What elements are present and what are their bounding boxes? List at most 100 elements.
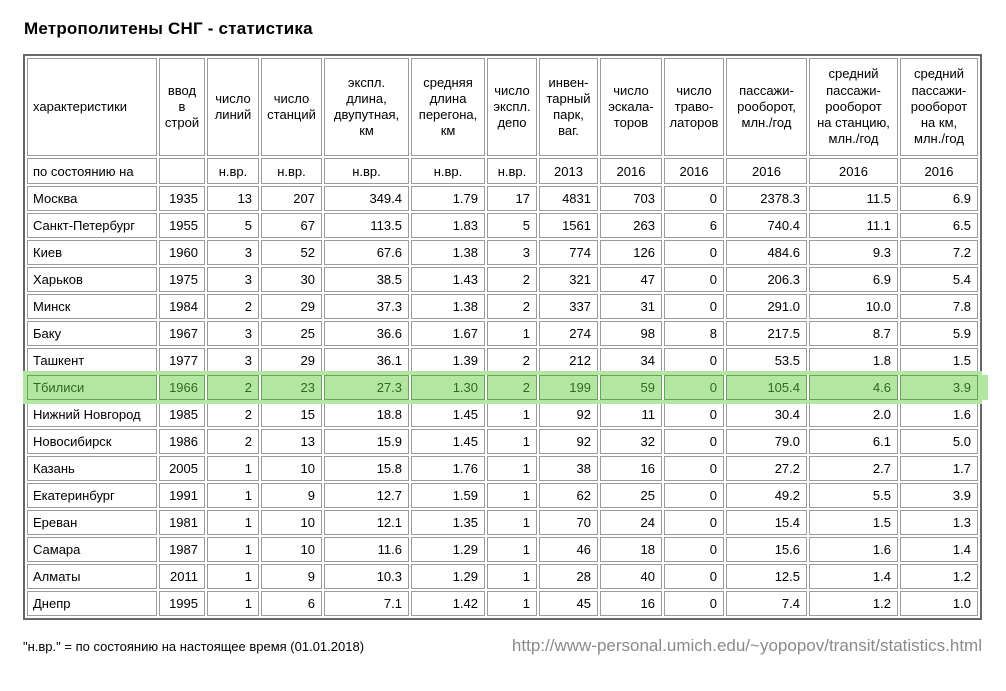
value-cell: 37.3: [324, 294, 409, 319]
value-cell: 9.3: [809, 240, 898, 265]
value-cell: 3.9: [900, 375, 978, 400]
value-cell: 10.0: [809, 294, 898, 319]
value-cell: 36.1: [324, 348, 409, 373]
column-header: средняя длина перегона, км: [411, 58, 485, 156]
value-cell: 25: [261, 321, 322, 346]
city-cell: Санкт-Петербург: [27, 213, 157, 238]
value-cell: 7.2: [900, 240, 978, 265]
value-cell: 6.1: [809, 429, 898, 454]
table-row: Екатеринбург 1991 1 9 12.7 1.59 1 62 25 0 49.2 5.5 3…: [27, 483, 978, 508]
table-row: Нижний Новгород 1985 2 15 18.8 1.45 1 92 11 0 30.4…: [27, 402, 978, 427]
value-cell: 38.5: [324, 267, 409, 292]
city-cell: Екатеринбург: [27, 483, 157, 508]
value-cell: 8.7: [809, 321, 898, 346]
page-title: Метрополитены СНГ - статистика: [24, 19, 313, 38]
value-cell: 17: [487, 186, 537, 211]
city-cell: Алматы: [27, 564, 157, 589]
value-cell: 0: [664, 375, 724, 400]
value-cell: 0: [664, 267, 724, 292]
value-cell: 207: [261, 186, 322, 211]
value-cell: 1977: [159, 348, 205, 373]
value-cell: 3: [207, 240, 259, 265]
value-cell: 1967: [159, 321, 205, 346]
value-cell: 2: [487, 267, 537, 292]
value-cell: 32: [600, 429, 662, 454]
value-cell: 7.8: [900, 294, 978, 319]
value-cell: 1987: [159, 537, 205, 562]
city-cell: Самара: [27, 537, 157, 562]
value-cell: 206.3: [726, 267, 807, 292]
value-cell: 2: [487, 375, 537, 400]
value-cell: 1: [487, 483, 537, 508]
value-cell: 212: [539, 348, 598, 373]
city-cell: Нижний Новгород: [27, 402, 157, 427]
value-cell: 1.4: [809, 564, 898, 589]
value-cell: 1955: [159, 213, 205, 238]
value-cell: 2.0: [809, 402, 898, 427]
value-cell: 1.59: [411, 483, 485, 508]
footer: "н.вр." = по состоянию на настоящее врем…: [23, 636, 982, 656]
column-subheader: н.вр.: [487, 158, 537, 184]
table-row: Киев 1960 3 52 67.6 1.38 3 774 126 0 484.6 9.3 7.2: [27, 240, 978, 265]
value-cell: 3.9: [900, 483, 978, 508]
table-row: Харьков 1975 3 30 38.5 1.43 2 321 47 0 206.3 6.9 5.4: [27, 267, 978, 292]
value-cell: 5.5: [809, 483, 898, 508]
value-cell: 1.6: [809, 537, 898, 562]
table-row: Казань 2005 1 10 15.8 1.76 1 38 16 0 27.2 2.7 1.7: [27, 456, 978, 481]
value-cell: 0: [664, 483, 724, 508]
value-cell: 0: [664, 564, 724, 589]
value-cell: 1.8: [809, 348, 898, 373]
value-cell: 79.0: [726, 429, 807, 454]
value-cell: 29: [261, 294, 322, 319]
table-row: Новосибирск 1986 2 13 15.9 1.45 1 92 32 0 79.0 6.1 5…: [27, 429, 978, 454]
value-cell: 2: [487, 348, 537, 373]
table-row: Алматы 2011 1 9 10.3 1.29 1 28 40 0 12.5 1.4 1.2: [27, 564, 978, 589]
value-cell: 1.3: [900, 510, 978, 535]
value-cell: 1960: [159, 240, 205, 265]
city-cell: Минск: [27, 294, 157, 319]
value-cell: 6.5: [900, 213, 978, 238]
value-cell: 1.38: [411, 294, 485, 319]
table-row: Ереван 1981 1 10 12.1 1.35 1 70 24 0 15.4 1.5 1.3: [27, 510, 978, 535]
value-cell: 199: [539, 375, 598, 400]
column-header: число траво- латоров: [664, 58, 724, 156]
value-cell: 1: [487, 510, 537, 535]
table-row: Санкт-Петербург 1955 5 67 113.5 1.83 5 1561 263 6…: [27, 213, 978, 238]
column-subheader: н.вр.: [324, 158, 409, 184]
value-cell: 30.4: [726, 402, 807, 427]
value-cell: 5: [487, 213, 537, 238]
value-cell: 2011: [159, 564, 205, 589]
page: Метрополитены СНГ - статистика характери…: [23, 19, 982, 656]
value-cell: 0: [664, 456, 724, 481]
value-cell: 5.4: [900, 267, 978, 292]
value-cell: 49.2: [726, 483, 807, 508]
city-cell: Ташкент: [27, 348, 157, 373]
table-header: характеристики ввод в строй число линий чис…: [27, 58, 978, 184]
value-cell: 1991: [159, 483, 205, 508]
value-cell: 1.30: [411, 375, 485, 400]
value-cell: 1984: [159, 294, 205, 319]
value-cell: 29: [261, 348, 322, 373]
value-cell: 0: [664, 537, 724, 562]
value-cell: 5.9: [900, 321, 978, 346]
value-cell: 15.4: [726, 510, 807, 535]
value-cell: 1.29: [411, 537, 485, 562]
value-cell: 1.83: [411, 213, 485, 238]
column-header: ввод в строй: [159, 58, 205, 156]
value-cell: 0: [664, 240, 724, 265]
city-cell: Киев: [27, 240, 157, 265]
table-row: Днепр 1995 1 6 7.1 1.42 1 45 16 0 7.4 1.2 1.0: [27, 591, 978, 616]
value-cell: 1981: [159, 510, 205, 535]
value-cell: 0: [664, 294, 724, 319]
value-cell: 11.1: [809, 213, 898, 238]
value-cell: 1561: [539, 213, 598, 238]
value-cell: 11.6: [324, 537, 409, 562]
footnote: "н.вр." = по состоянию на настоящее врем…: [23, 639, 365, 654]
value-cell: 10.3: [324, 564, 409, 589]
column-header: экспл. длина, двупутная, км: [324, 58, 409, 156]
value-cell: 274: [539, 321, 598, 346]
value-cell: 8: [664, 321, 724, 346]
value-cell: 52: [261, 240, 322, 265]
city-cell: Тбилиси: [27, 375, 157, 400]
value-cell: 349.4: [324, 186, 409, 211]
